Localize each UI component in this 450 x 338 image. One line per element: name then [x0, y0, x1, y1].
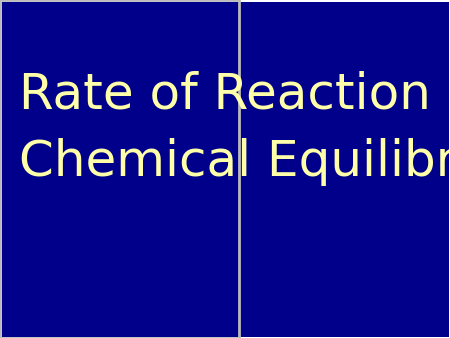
Text: Chemical Equilibrium: Chemical Equilibrium — [19, 138, 450, 186]
Text: Rate of Reaction and: Rate of Reaction and — [19, 71, 450, 119]
